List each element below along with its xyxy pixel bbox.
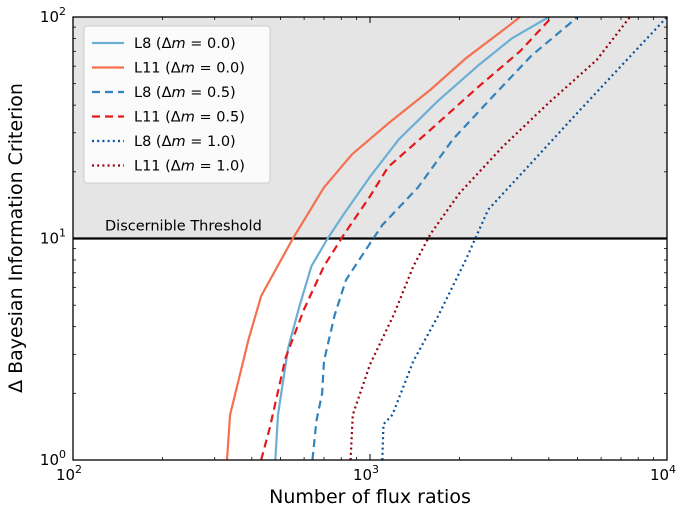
y-tick-label: 100	[40, 448, 66, 469]
y-tick-label: 101	[40, 227, 66, 248]
series-group	[225, 17, 667, 460]
y-axis-title: Δ Bayesian Information Criterion	[5, 83, 27, 393]
series-line-1	[274, 17, 550, 460]
legend-label-2: L11 (Δm = 0.0)	[134, 61, 245, 77]
axes: 102 103 104 100 101 102	[40, 5, 676, 484]
legend-label-4: L11 (Δm = 0.5)	[134, 110, 245, 126]
legend-label-6: L11 (Δm = 1.0)	[134, 159, 245, 175]
legend-label-3: L8 (Δm = 0.5)	[134, 85, 236, 101]
series-line-3	[311, 17, 579, 460]
legend-box	[83, 25, 271, 184]
threshold-label: Discernible Threshold	[105, 219, 262, 235]
legend-label-5: L8 (Δm = 1.0)	[134, 134, 236, 150]
series-line-4	[260, 17, 553, 460]
legend: L8 (Δm = 0.0) L11 (Δm = 0.0) L8 (Δm = 0.5)…	[83, 25, 271, 184]
x-tick-label: 102	[56, 463, 82, 484]
series-line-5	[381, 17, 667, 460]
x-tick-label: 103	[353, 463, 379, 484]
series-line-2	[225, 17, 521, 460]
x-tick-label: 104	[650, 463, 676, 484]
x-axis-title: Number of flux ratios	[269, 486, 471, 508]
y-tick-label: 102	[40, 5, 66, 26]
legend-label-1: L8 (Δm = 0.0)	[134, 36, 236, 52]
